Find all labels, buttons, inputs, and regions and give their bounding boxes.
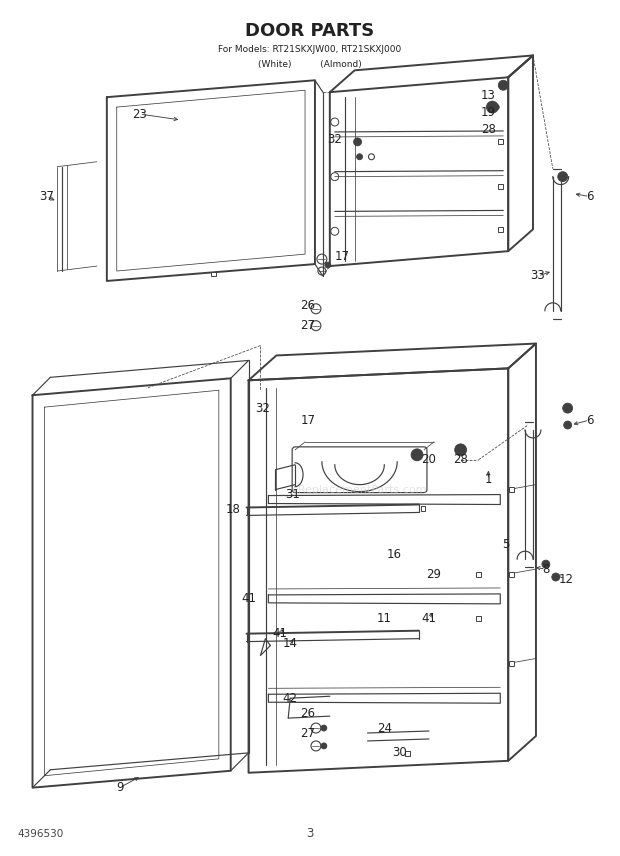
Text: 3: 3 <box>306 828 314 841</box>
Bar <box>476 572 481 577</box>
Text: eReplacementParts.com: eReplacementParts.com <box>292 484 427 495</box>
Circle shape <box>563 403 573 413</box>
Bar <box>211 271 216 276</box>
Text: 6: 6 <box>586 190 593 203</box>
Circle shape <box>494 104 499 110</box>
Text: 23: 23 <box>132 108 147 121</box>
Bar <box>420 506 425 511</box>
Circle shape <box>356 140 360 144</box>
Text: 13: 13 <box>481 89 496 102</box>
Text: 18: 18 <box>225 503 240 516</box>
Bar <box>508 661 513 666</box>
Text: 5: 5 <box>503 538 510 550</box>
Text: 6: 6 <box>586 413 593 426</box>
Circle shape <box>565 406 570 410</box>
Circle shape <box>353 138 361 146</box>
Circle shape <box>321 725 327 731</box>
Text: 30: 30 <box>392 746 407 759</box>
Bar <box>405 752 410 757</box>
Circle shape <box>322 727 326 729</box>
Circle shape <box>411 449 423 461</box>
Circle shape <box>487 101 498 113</box>
Text: 27: 27 <box>301 319 316 332</box>
Circle shape <box>322 745 326 747</box>
Circle shape <box>552 573 560 581</box>
Text: 11: 11 <box>377 612 392 625</box>
Text: 41: 41 <box>422 612 436 625</box>
Circle shape <box>564 421 572 429</box>
Bar <box>476 616 481 621</box>
Text: 14: 14 <box>283 637 298 650</box>
Text: 33: 33 <box>531 270 546 282</box>
Text: 17: 17 <box>301 413 316 426</box>
Circle shape <box>414 452 420 457</box>
Text: 4396530: 4396530 <box>17 829 64 840</box>
Circle shape <box>566 423 569 427</box>
Text: 20: 20 <box>422 454 436 467</box>
Bar <box>508 572 513 577</box>
Text: 9: 9 <box>116 782 123 794</box>
Text: 27: 27 <box>301 727 316 740</box>
Text: DOOR PARTS: DOOR PARTS <box>246 21 374 39</box>
Circle shape <box>414 452 420 458</box>
Bar <box>498 227 503 232</box>
Text: For Models: RT21SKXJW00, RT21SKXJ000: For Models: RT21SKXJW00, RT21SKXJ000 <box>218 45 402 54</box>
Circle shape <box>321 743 327 749</box>
Text: 19: 19 <box>481 105 496 119</box>
Text: 17: 17 <box>334 250 349 263</box>
Text: 28: 28 <box>481 123 496 136</box>
Circle shape <box>325 262 331 268</box>
Circle shape <box>560 175 565 179</box>
Circle shape <box>327 264 329 266</box>
Bar <box>508 487 513 492</box>
Text: (White)          (Almond): (White) (Almond) <box>258 60 362 68</box>
Text: 29: 29 <box>427 568 441 580</box>
Text: 26: 26 <box>301 300 316 312</box>
Text: 41: 41 <box>241 592 256 605</box>
Bar <box>498 184 503 189</box>
Text: 12: 12 <box>558 573 573 586</box>
Bar <box>498 140 503 145</box>
Text: 42: 42 <box>283 692 298 704</box>
Text: 31: 31 <box>285 488 299 501</box>
FancyBboxPatch shape <box>292 447 427 492</box>
Text: 37: 37 <box>39 190 54 203</box>
Circle shape <box>558 172 568 181</box>
Circle shape <box>542 560 550 568</box>
Circle shape <box>490 104 495 110</box>
Circle shape <box>544 562 547 566</box>
Text: 1: 1 <box>485 473 492 486</box>
Circle shape <box>458 447 463 453</box>
Circle shape <box>454 444 467 455</box>
Text: 26: 26 <box>301 707 316 720</box>
Text: 32: 32 <box>255 401 270 414</box>
Circle shape <box>554 575 557 579</box>
Circle shape <box>356 154 363 160</box>
Circle shape <box>498 80 508 90</box>
Text: 24: 24 <box>377 722 392 734</box>
Circle shape <box>501 83 505 87</box>
Text: 16: 16 <box>387 548 402 561</box>
Text: 32: 32 <box>327 134 342 146</box>
Text: 8: 8 <box>542 562 549 575</box>
Circle shape <box>358 156 361 158</box>
Text: 41: 41 <box>273 627 288 640</box>
Text: 28: 28 <box>453 454 468 467</box>
